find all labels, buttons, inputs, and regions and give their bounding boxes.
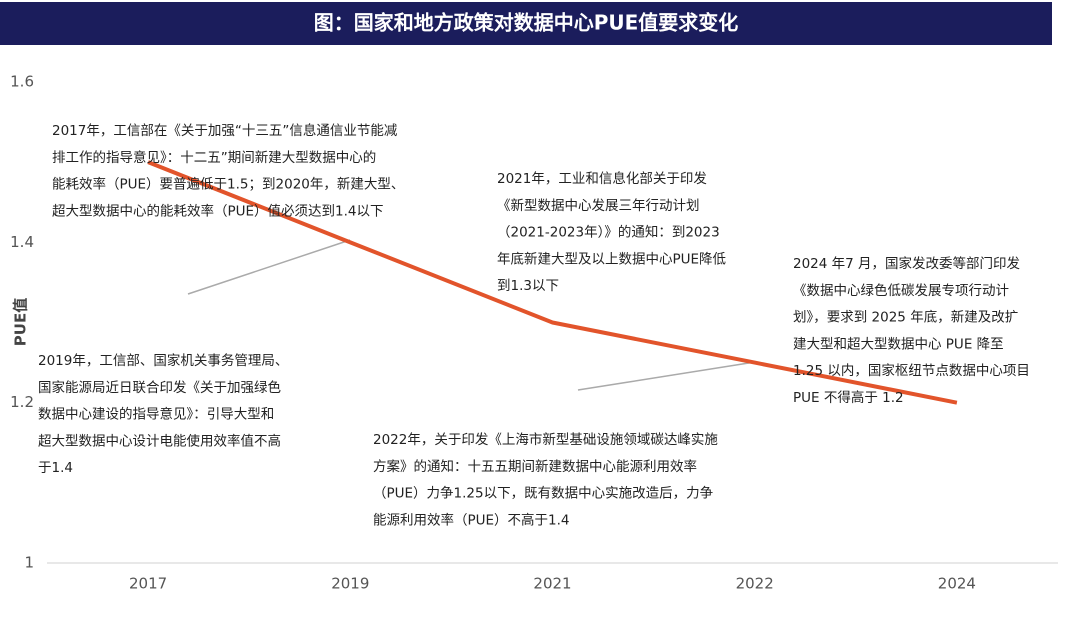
annotation-line: 2024 年7 月，国家发改委等部门印发: [793, 255, 1021, 272]
annotation-line: 2022年，关于印发《上海市新型基础设施领域碳达峰实施: [373, 431, 718, 448]
y-tick-label: 1.6: [10, 73, 34, 91]
annotation-line: （PUE）力争1.25以下，既有数据中心实施改造后，力争: [373, 486, 713, 502]
x-tick-label: 2019: [331, 575, 369, 593]
annotation-line: （2021-2023年）》的通知：到2023: [497, 224, 720, 241]
annotation-line: 于1.4: [38, 460, 73, 476]
annotation-line: 2021年，工业和信息化部关于印发: [497, 170, 707, 187]
connector: [577, 361, 756, 391]
annotation-line: 建大型和超大型数据中心 PUE 降至: [793, 336, 1004, 352]
annotation-line: 能源利用效率（PUE）不高于1.4: [373, 511, 570, 528]
annotation-line: 年底新建大型及以上数据中心PUE降低: [497, 251, 727, 267]
annotation-line: 超大型数据中心设计电能使用效率值不高: [38, 432, 281, 449]
annotation-line: 超大型数据中心的能耗效率（PUE）值必须达到1.4以下: [52, 202, 384, 219]
annotation-line: 排工作的指导意见》：十二五”期间新建大型数据中心的: [52, 149, 376, 166]
x-tick-label: 2021: [533, 575, 571, 593]
annotation-line: 方案》的通知：十五五期间新建数据中心能源利用效率: [373, 458, 697, 475]
title-banner: [0, 2, 1052, 45]
x-tick-label: 2017: [129, 575, 167, 593]
annotation-line: 划》，要求到 2025 年底，新建及改扩: [793, 310, 1018, 326]
x-tick-label: 2022: [736, 575, 774, 593]
data-line: [147, 160, 958, 405]
chart-title: 图：国家和地方政策对数据中心PUE值要求变化: [314, 11, 739, 35]
annotation-line: 2019年，工信部、国家机关事务管理局、: [38, 352, 288, 369]
annotation-line: 1.25 以内，国家枢纽节点数据中心项目: [793, 362, 1030, 379]
connector: [187, 239, 351, 295]
annotation-line: 2017年，工信部在《关于加强“十三五”信息通信业节能减: [52, 122, 398, 139]
annotation-line: 数据中心建设的指导意见》：引导大型和: [38, 406, 274, 423]
annotation-line: 国家能源局近日联合印发《关于加强绿色: [38, 379, 281, 396]
annotation-line: 到1.3以下: [497, 278, 559, 294]
annotation-line: 《数据中心绿色低碳发展专项行动计: [793, 282, 1009, 299]
y-tick-label: 1.4: [10, 233, 34, 251]
x-tick-label: 2024: [938, 575, 976, 593]
annotation-line: 能耗效率（PUE）要普遍低于1.5；到2020年，新建大型、: [52, 176, 404, 193]
y-axis-label: PUE值: [12, 298, 30, 346]
y-tick-label: 1.2: [10, 393, 34, 411]
annotation-line: PUE 不得高于 1.2: [793, 389, 904, 406]
annotation-line: 《新型数据中心发展三年行动计划: [497, 198, 700, 214]
y-tick-label: 1: [24, 554, 34, 572]
